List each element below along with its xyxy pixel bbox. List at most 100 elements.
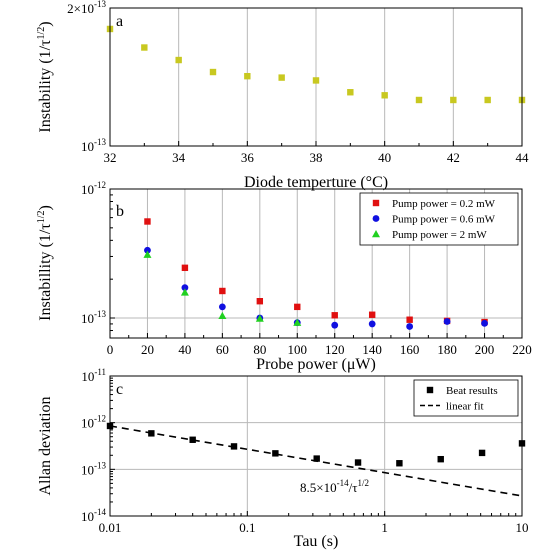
panel-a-point <box>244 72 251 80</box>
panel-c-ytick-label: 10-13​ <box>81 460 106 477</box>
panel-a-point <box>141 44 148 51</box>
panel-a-xtick-label: 36 <box>241 150 255 165</box>
panel-c-ytick-label: 10-12​ <box>81 414 106 431</box>
panel-b-xtick-label: 160 <box>400 342 420 357</box>
panel-b-point <box>368 320 376 328</box>
panel-a-point <box>175 56 182 64</box>
panel-b-point <box>368 311 376 318</box>
panel-b-point <box>406 323 414 330</box>
panel-b-point <box>481 319 488 327</box>
panel-c-point <box>478 449 486 457</box>
panel-b-legend-label: Pump power = 0.6 mW <box>392 214 496 226</box>
panel-c-legend-label: linear fit <box>446 401 484 413</box>
panel-b: 0 20 40 60 80 100 120 140 160 180 200 220 10-13​ 10-1… <box>36 180 532 373</box>
panel-a-ytick-label: 10-13​ <box>81 137 106 154</box>
panel-b-point <box>181 264 189 272</box>
panel-c-point <box>313 455 320 462</box>
panel-c-legend-box <box>413 379 519 417</box>
panel-c-letter: c <box>116 381 123 398</box>
panel-b-point <box>143 250 152 258</box>
panel-a-xtick-label: 40 <box>378 150 391 165</box>
panel-a-xlabel: Diode temperture (°C) <box>244 174 388 191</box>
panel-b-letter: b <box>116 203 124 220</box>
panel-a-ylabel: Instability (1/τ1/2​) <box>36 21 54 132</box>
panel-b-ylabel: Instabillity (1/τ1/2​) <box>36 205 54 321</box>
panel-b-point <box>331 312 338 319</box>
panel-a-xtick-label: 44 <box>516 150 530 165</box>
panel-b-point <box>181 284 189 292</box>
panel-b-xtick-label: 80 <box>253 342 266 357</box>
panel-b-xtick-label: 0 <box>107 342 114 357</box>
panel-b-legend-marker <box>372 215 380 222</box>
panel-b-xtick-label: 220 <box>512 342 532 357</box>
panel-b-ticks: 0 20 40 60 80 100 120 140 160 180 200 220 10-13​ 10-1… <box>81 180 532 357</box>
panel-a-letter: a <box>116 13 123 30</box>
panel-b-point <box>219 287 226 295</box>
panel-c-ylabel: Allan deviation <box>37 396 54 495</box>
panel-c-xtick-label: 0.1 <box>239 520 255 535</box>
panel-a-xtick-label: 34 <box>172 150 186 165</box>
panel-a-point <box>347 89 354 96</box>
panel-a-point <box>484 96 491 104</box>
panel-b-xtick-label: 60 <box>216 342 229 357</box>
panel-c-frame <box>109 375 523 517</box>
panel-b-xlabel: Probe power (μW) <box>256 356 376 373</box>
panel-c-legend: Beat results linear fit <box>413 379 519 417</box>
panel-a-ticks: 32 34 36 38 40 42 44 10-13​ 2×10-13​ <box>67 0 529 165</box>
panel-b-xtick-label: 120 <box>325 342 345 357</box>
panel-c-ticks: 0.01 0.1 1 10 10-14​ 10-13​ 10-12​ 10-11​ <box>81 367 529 535</box>
panel-b-legend-label: Pump power = 0.2 mW <box>392 198 496 210</box>
panel-c-xtick-label: 10 <box>516 520 529 535</box>
panel-c-grid <box>110 376 522 516</box>
panel-c-fit-line <box>109 425 523 497</box>
panel-b-legend-marker <box>372 199 380 207</box>
panel-b-point <box>256 298 264 305</box>
panel-a-xtick-label: 42 <box>447 150 460 165</box>
panel-c-point <box>396 460 403 467</box>
panel-b-point <box>218 303 226 311</box>
panel-c-point <box>272 450 279 457</box>
panel-b-ytick-label: 10-13​ <box>81 309 106 326</box>
panel-b-point <box>218 311 227 320</box>
panel-a-point <box>209 68 217 76</box>
panel-b-legend-box <box>359 192 519 246</box>
panel-b-point <box>406 316 413 323</box>
panel-c-fit-annotation: 8.5×10-14​/τ1/2​ <box>300 478 369 495</box>
panel-b-point <box>144 246 151 254</box>
panel-a-point <box>415 96 423 104</box>
panel-c-xlabel: Tau (s) <box>294 533 339 550</box>
panel-b-point <box>293 318 302 326</box>
panel-c-point <box>189 436 196 443</box>
panel-c-ytick-label: 10-14​ <box>81 507 106 524</box>
panel-b-legend-label: Pump power = 2 mW <box>392 229 487 241</box>
panel-b-ytick-label: 10-12​ <box>81 180 106 197</box>
panel-b-point <box>443 318 451 325</box>
panel-b-point <box>180 288 189 296</box>
panel-a-ytick-label: 2×10-13​ <box>67 0 106 16</box>
panel-c-point <box>437 455 444 463</box>
panel-a-xtick-label: 38 <box>310 150 323 165</box>
panel-c-ytick-label: 10-11​ <box>81 367 106 384</box>
panel-c-xtick-label: 0.01 <box>99 520 122 535</box>
panel-c: 0.01 0.1 1 10 10-14​ 10-13​ 10-12​ 10-11​ c Bea… <box>37 367 529 550</box>
panel-a-xtick-label: 32 <box>104 150 117 165</box>
panel-b-xtick-label: 200 <box>475 342 495 357</box>
panel-b-xtick-label: 20 <box>141 342 154 357</box>
panel-b-point <box>331 321 339 329</box>
panel-a-grid <box>178 8 454 146</box>
panel-c-legend-label: Beat results <box>446 385 498 397</box>
panel-a-point <box>278 74 285 81</box>
panel-a-point <box>381 92 388 99</box>
panel-c-legend-marker <box>426 386 434 394</box>
panel-c-xtick-label: 1 <box>381 520 388 535</box>
panel-b-point <box>255 314 264 322</box>
panel-b-xtick-label: 140 <box>362 342 382 357</box>
panel-b-points <box>143 218 488 330</box>
panel-b-legend: Pump power = 0.2 mW Pump power = 0.6 mW Pu… <box>359 192 519 246</box>
panel-b-xtick-label: 100 <box>288 342 308 357</box>
panel-a: 32 34 36 38 40 42 44 10-13​ 2×10-13​ a Diode tem… <box>36 0 529 191</box>
panel-b-point <box>144 218 151 225</box>
panel-b-xtick-label: 40 <box>178 342 191 357</box>
panel-c-point <box>354 459 362 466</box>
